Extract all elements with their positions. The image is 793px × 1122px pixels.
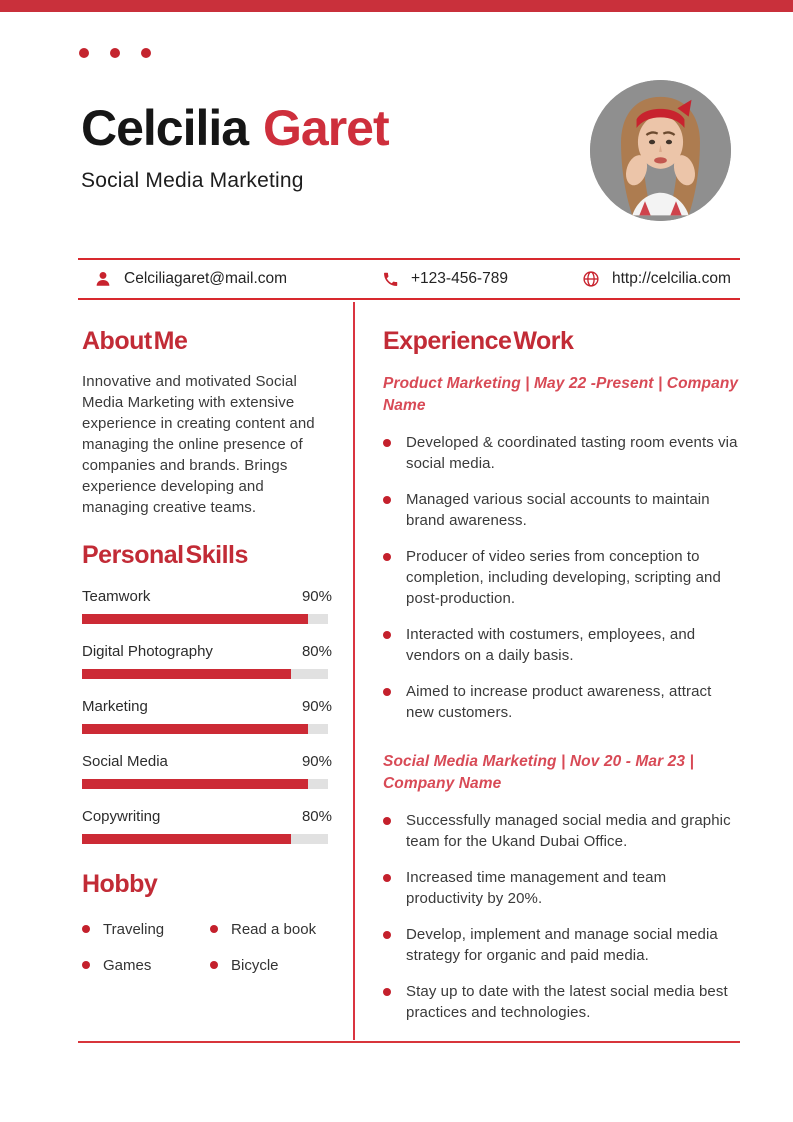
skill-percent: 80% [301,808,332,825]
job-bullet: Develop, implement and manage social med… [383,924,740,966]
skill-bar-track [82,614,328,624]
phone-icon [384,272,398,286]
about-me-text: Innovative and motivated Social Media Ma… [82,372,315,516]
personal-skills-title: Personal Skills [82,540,248,569]
bullet-icon [210,961,218,969]
bullet-icon [210,925,218,933]
content-columns: About Me Innovative and motivated Social… [78,302,740,1040]
skill-bar-fill [82,669,292,679]
left-column: About Me Innovative and motivated Social… [78,302,332,1040]
job-bullet: Successfully managed social media and gr… [383,810,740,852]
bullet-icon [82,961,90,969]
skill-bar-track [82,669,328,679]
header: Celcilia Garet Social Media Marketing [81,100,390,193]
skill-label: Digital Photography [82,643,213,660]
contact-email: Celciliagaret@mail.com [94,270,382,288]
person-last-name: Garet [263,100,390,156]
job-title-line: Social Media Marketing | Nov 20 - Mar 23… [383,752,694,792]
contact-phone-text: +123-456-789 [411,270,508,287]
experience-work-title: Experience Work [383,327,574,355]
hobby-label: Traveling [103,920,165,938]
dot-icon [141,48,151,58]
skill-row: Copywriting 80% [82,808,332,844]
hobby-label: Read a book [231,920,317,938]
skill-percent: 90% [301,698,332,715]
skill-percent: 80% [301,643,332,660]
hobby-title: Hobby [82,870,158,898]
skill-bar-track [82,834,328,844]
person-role: Social Media Marketing [81,169,304,192]
contact-website: http://celcilia.com [582,270,731,288]
hobby-label: Games [103,956,152,974]
job-bullet-list: Successfully managed social media and gr… [383,810,740,1023]
portrait-illustration [590,80,731,221]
skill-percent: 90% [301,588,332,605]
job-bullet: Managed various social accounts to maint… [383,489,740,531]
skill-label: Teamwork [82,588,151,605]
job-bullet-list: Developed & coordinated tasting room eve… [383,432,740,723]
bottom-rule [78,1041,740,1043]
about-me-title: About Me [82,327,188,355]
top-accent-bar [0,0,793,12]
skill-bar-fill [82,834,292,844]
dot-icon [79,48,89,58]
job-bullet: Developed & coordinated tasting room eve… [383,432,740,474]
contact-email-text: Celciliagaret@mail.com [124,270,288,287]
job-bullet: Increased time management and team produ… [383,867,740,909]
hobby-item: Traveling [82,921,210,938]
skill-bar-fill [82,614,309,624]
skill-row: Teamwork 90% [82,588,332,624]
skill-bar-fill [82,779,309,789]
right-column: Experience Work Product Marketing | May … [355,302,740,1040]
column-divider [353,302,355,1040]
skill-bar-track [82,779,328,789]
contact-website-text: http://celcilia.com [612,270,731,287]
job-bullet: Stay up to date with the latest social m… [383,981,740,1023]
hobby-label: Bicycle [231,956,279,974]
profile-photo [590,80,731,221]
skill-percent: 90% [301,753,332,770]
dot-icon [110,48,120,58]
job-entry: Product Marketing | May 22 -Present | Co… [383,373,740,723]
job-bullet: Interacted with costumers, employees, an… [383,624,740,666]
bullet-icon [82,925,90,933]
contact-bar: Celciliagaret@mail.com +123-456-789 http… [78,258,740,300]
skill-row: Marketing 90% [82,698,332,734]
globe-icon [583,271,599,287]
skill-row: Social Media 90% [82,753,332,789]
skill-row: Digital Photography 80% [82,643,332,679]
skill-bar-fill [82,724,309,734]
job-entry: Social Media Marketing | Nov 20 - Mar 23… [383,751,740,1023]
hobby-item: Bicycle [210,957,332,974]
skill-label: Social Media [82,753,168,770]
contact-phone: +123-456-789 [382,270,582,288]
decorative-dots [79,48,151,58]
hobby-list: Traveling Read a book Games Bicycle [82,921,332,974]
job-bullet: Aimed to increase product awareness, att… [383,681,740,723]
person-first-name: Celcilia [81,100,249,156]
job-title-line: Product Marketing | May 22 -Present | Co… [383,374,739,414]
skill-bar-track [82,724,328,734]
person-icon [96,271,110,286]
skill-label: Copywriting [82,808,161,825]
hobby-item: Games [82,957,210,974]
person-name: Celcilia Garet [81,100,390,156]
job-bullet: Producer of video series from conception… [383,546,740,609]
skill-label: Marketing [82,698,148,715]
hobby-item: Read a book [210,921,332,938]
